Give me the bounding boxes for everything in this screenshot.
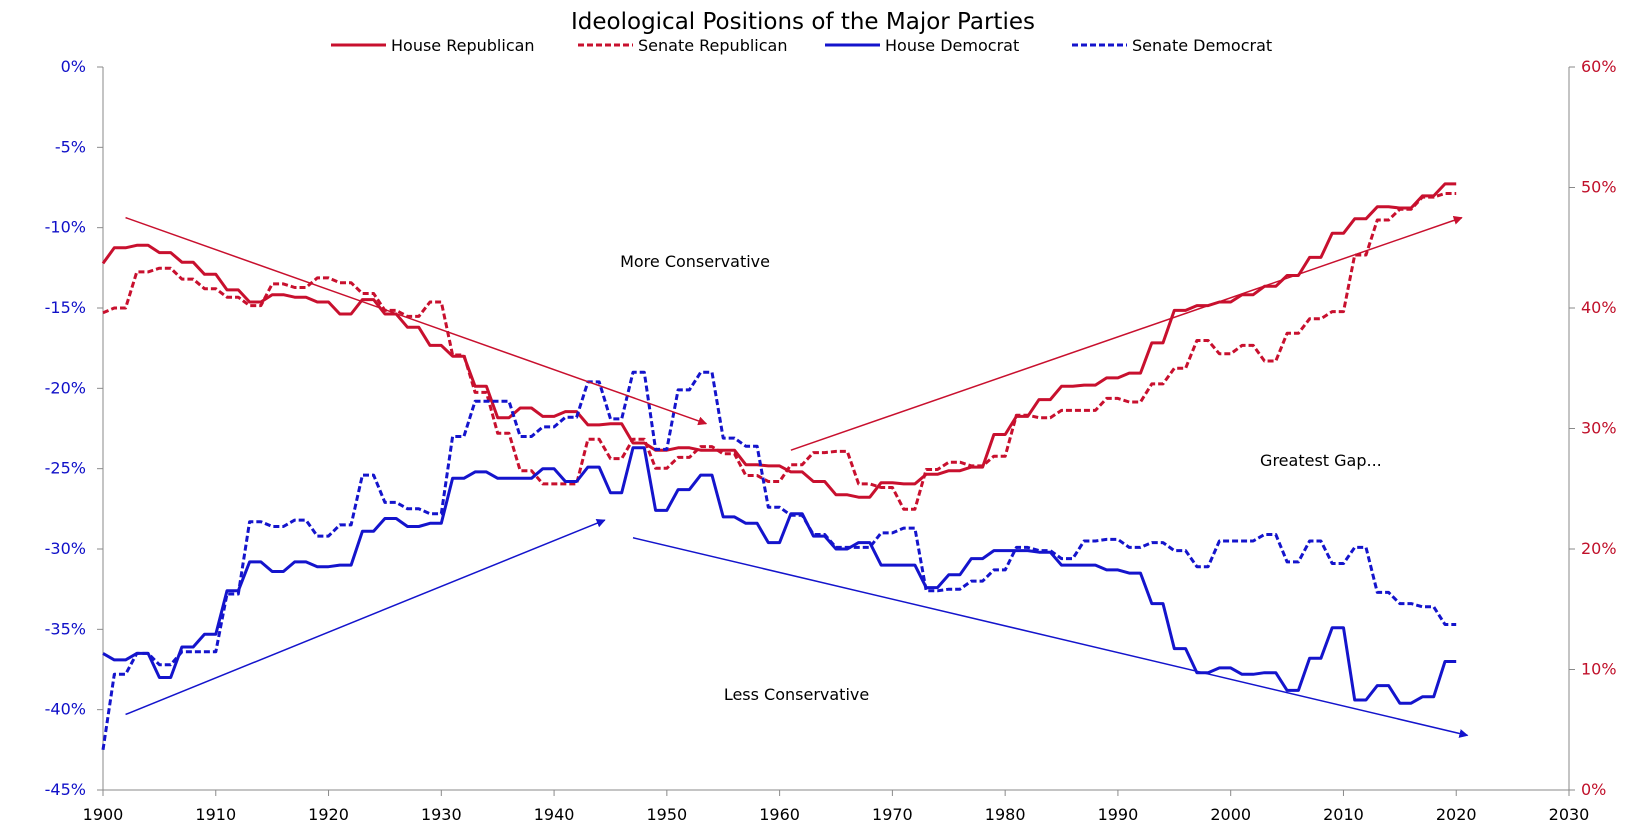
- left-tick-label: -25%: [45, 459, 86, 478]
- left-tick-label: 0%: [61, 57, 86, 76]
- left-tick-label: -35%: [45, 619, 86, 638]
- x-tick-label: 1980: [985, 805, 1026, 824]
- right-tick-label: 50%: [1581, 178, 1617, 197]
- right-tick-label: 20%: [1581, 539, 1617, 558]
- left-tick-label: -15%: [45, 298, 86, 317]
- series-line-house-democrat: [102, 446, 1457, 705]
- x-tick-label: 1950: [646, 805, 687, 824]
- chart-title: Ideological Positions of the Major Parti…: [571, 9, 1035, 35]
- series-lines: [101, 182, 1457, 751]
- right-tick-label: 10%: [1581, 660, 1617, 679]
- annotation-more-conservative: More Conservative: [620, 252, 770, 271]
- x-tick-label: 1900: [83, 805, 124, 824]
- left-tick-label: -40%: [45, 700, 86, 719]
- x-tick-label: 1920: [308, 805, 349, 824]
- axes: [102, 67, 1570, 791]
- right-axis-ticks: 60% 50% 40% 30% 20% 10% 0%: [1569, 57, 1617, 799]
- series-line-senate-republican: [102, 192, 1457, 511]
- x-tick-label: 2020: [1436, 805, 1477, 824]
- left-tick-label: -20%: [45, 378, 86, 397]
- annotations: More Conservative Greatest Gap... Less Con…: [620, 252, 1382, 704]
- x-tick-label: 2000: [1210, 805, 1251, 824]
- x-tick-label: 2030: [1549, 805, 1590, 824]
- right-tick-label: 30%: [1581, 419, 1617, 438]
- x-tick-label: 1930: [421, 805, 462, 824]
- trend-arrow: [632, 537, 1469, 738]
- x-tick-label: 1990: [1098, 805, 1139, 824]
- series-line-senate-democrat: [101, 370, 1457, 751]
- x-tick-label: 1940: [534, 805, 575, 824]
- trend-arrow: [790, 216, 1463, 451]
- trend-arrow: [125, 216, 708, 426]
- trend-arrows: [125, 216, 1469, 738]
- left-tick-label: -30%: [45, 539, 86, 558]
- right-tick-label: 40%: [1581, 298, 1617, 317]
- legend: House Republican Senate Republican House…: [331, 36, 1272, 55]
- series-line-house-republican: [101, 182, 1457, 499]
- left-tick-label: -45%: [45, 780, 86, 799]
- x-tick-label: 2010: [1323, 805, 1364, 824]
- x-tick-label: 1970: [872, 805, 913, 824]
- x-axis-ticks: 1900 1910 1920 1930 1940 1950 1960 1970 1980 1990…: [83, 790, 1590, 824]
- left-tick-label: -10%: [45, 218, 86, 237]
- trend-arrow: [125, 518, 606, 716]
- right-tick-label: 60%: [1581, 57, 1617, 76]
- right-tick-label: 0%: [1581, 780, 1606, 799]
- x-tick-label: 1910: [195, 805, 236, 824]
- annotation-greatest-gap: Greatest Gap...: [1260, 451, 1382, 470]
- legend-label-house-democrat: House Democrat: [885, 36, 1019, 55]
- left-tick-label: -5%: [55, 137, 86, 156]
- legend-label-senate-democrat: Senate Democrat: [1132, 36, 1272, 55]
- legend-label-senate-republican: Senate Republican: [638, 36, 787, 55]
- x-tick-label: 1960: [759, 805, 800, 824]
- annotation-less-conservative: Less Conservative: [724, 685, 869, 704]
- legend-label-house-republican: House Republican: [391, 36, 535, 55]
- left-axis-ticks: 0% -5% -10% -15% -20% -25% -30% -35% -40% -45%: [45, 57, 103, 799]
